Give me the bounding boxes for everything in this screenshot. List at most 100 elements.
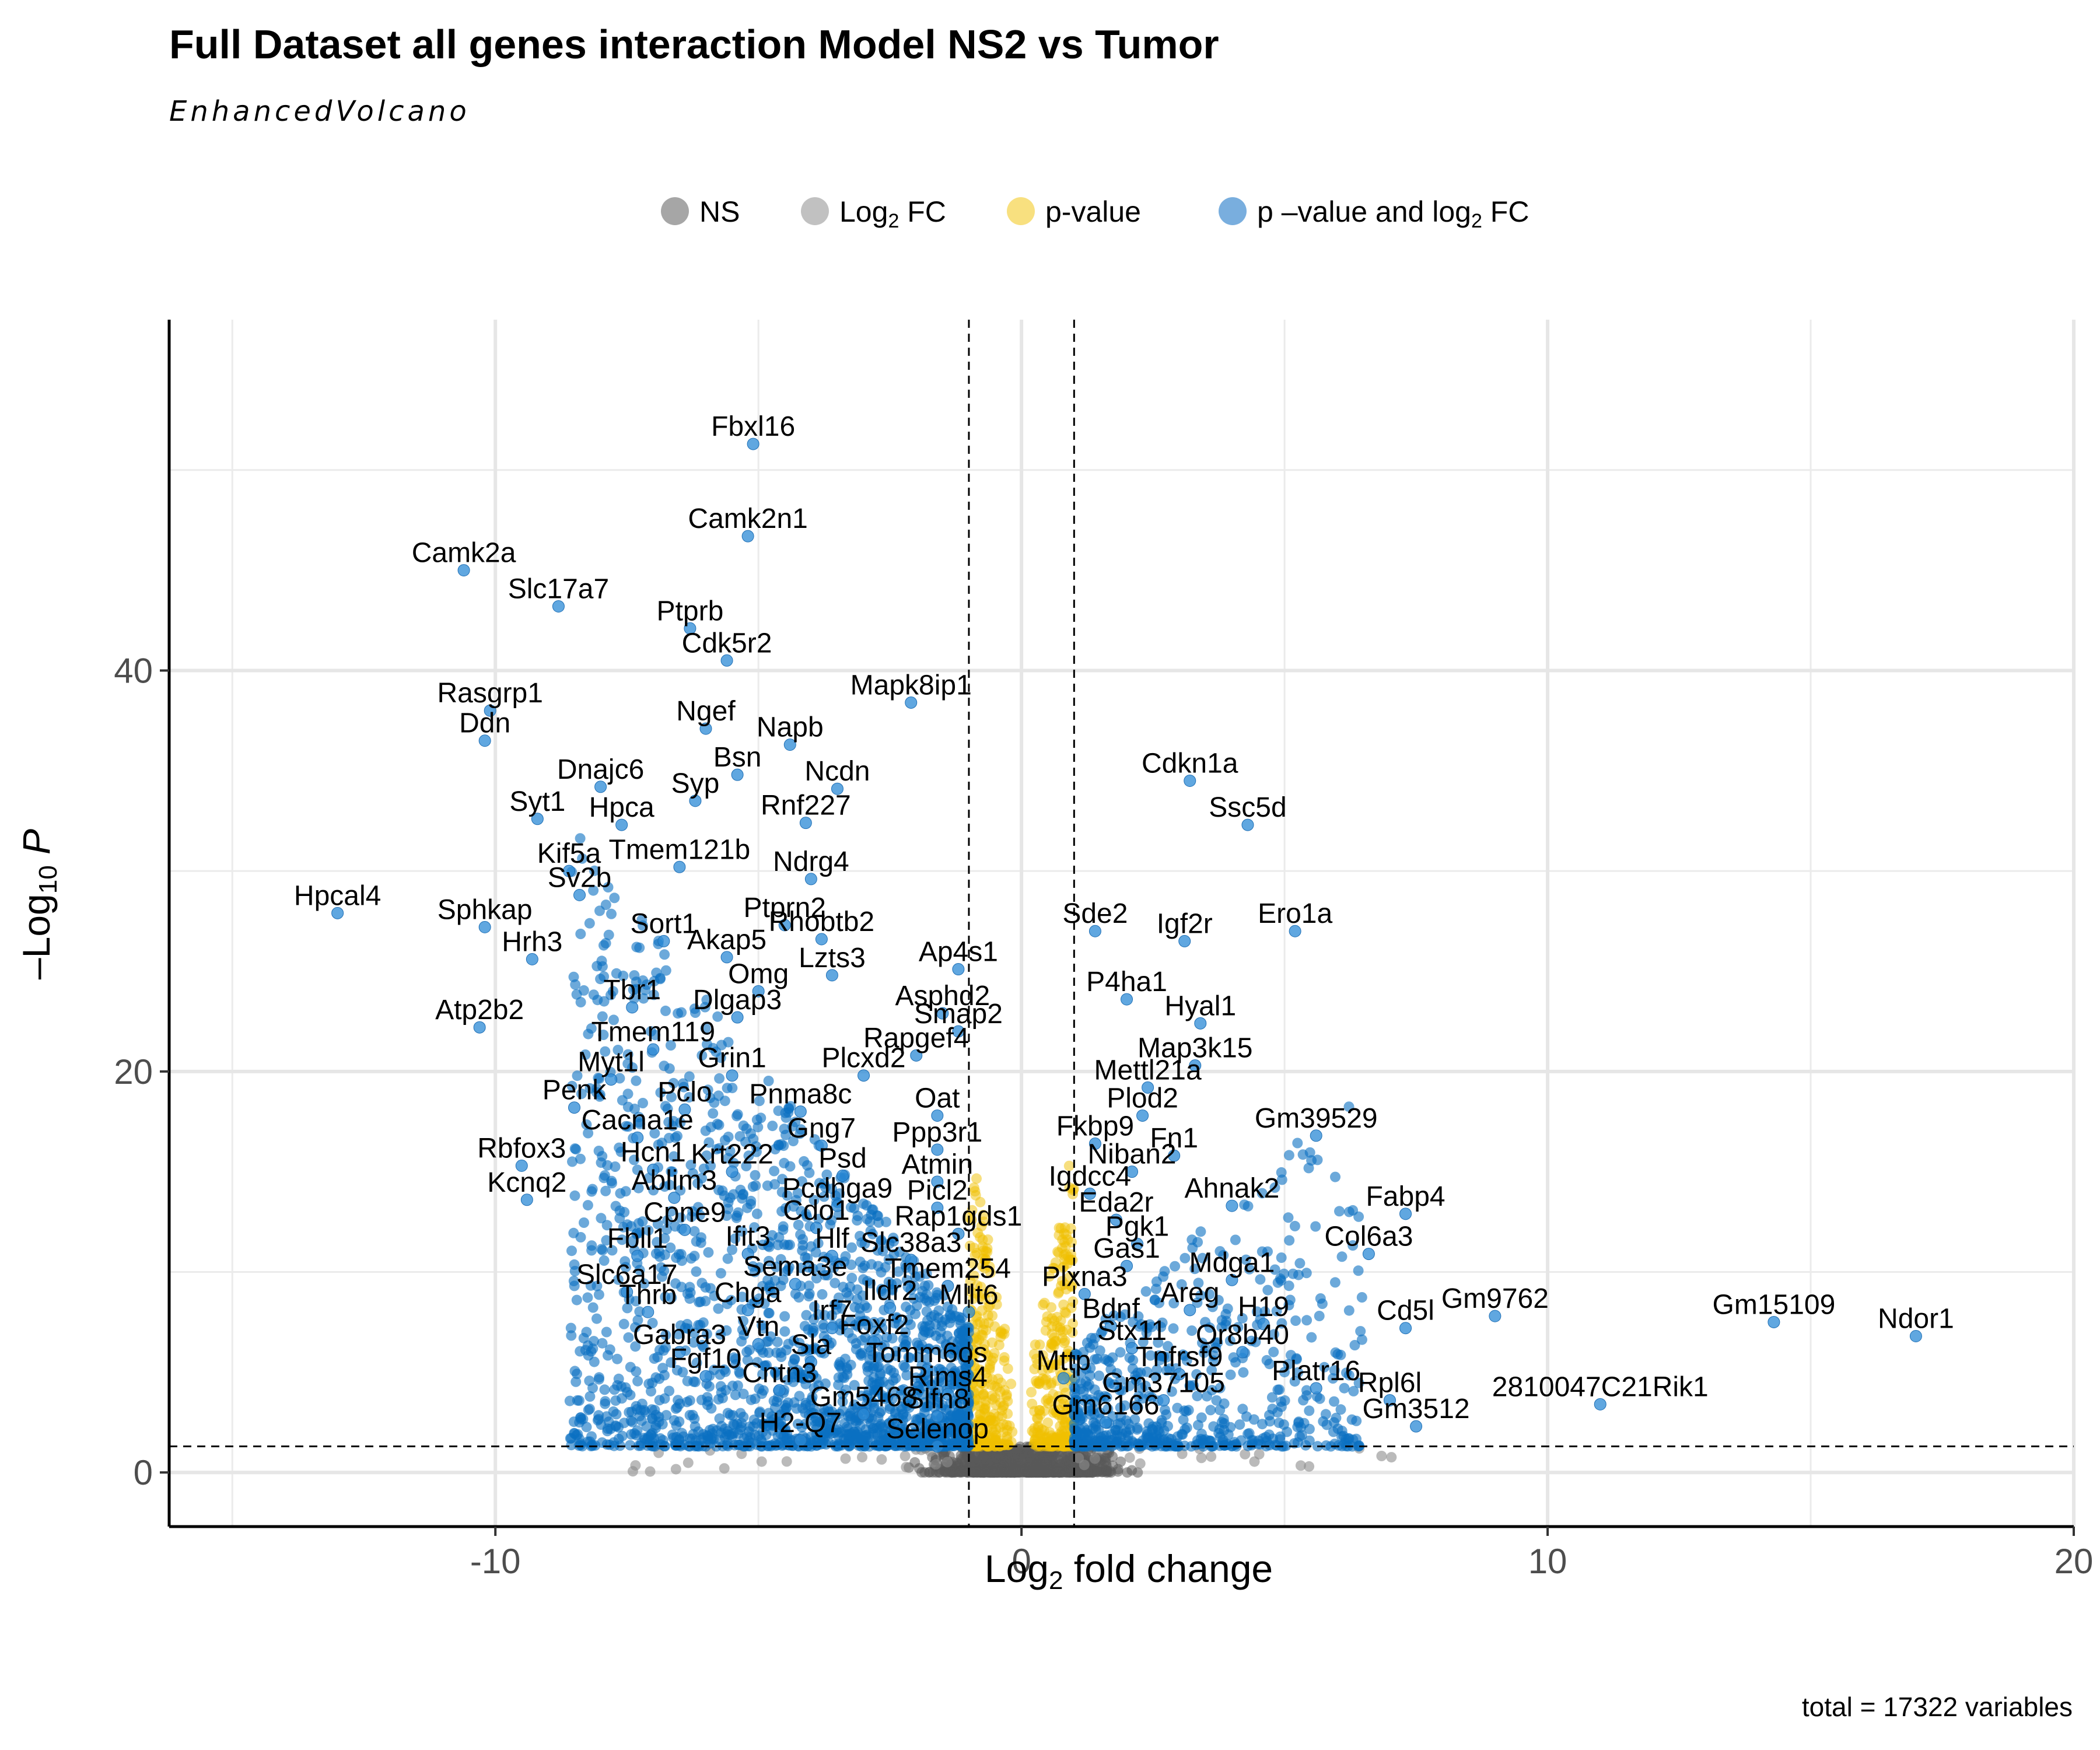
data-point [931,1410,944,1423]
gene-label: Sort1 [630,908,697,939]
data-point [531,813,544,825]
data-point [1088,925,1101,937]
gene-label: Rnf227 [761,790,851,821]
gene-label: Hyal1 [1164,991,1236,1021]
gene-label: Rasgrp1 [437,678,542,709]
data-point [699,722,712,735]
data-point [1289,925,1301,937]
data-point [478,921,491,933]
y-tick-label: 40 [114,651,153,690]
gene-label: Sla [791,1329,832,1360]
data-point [568,1101,580,1114]
x-tick-label: -10 [470,1542,521,1581]
data-point [1257,1318,1270,1331]
data-point [794,1105,807,1118]
gene-label: Vtn [737,1311,779,1342]
gene-label: Ap4s1 [919,937,998,968]
gene-label: Slfn8 [905,1384,969,1415]
data-point [1136,1109,1149,1122]
gene-label: Igdcc4 [1049,1161,1131,1192]
data-point [815,1139,828,1152]
gene-label: Cdk5r2 [682,628,772,659]
data-point [615,818,628,831]
gene-label: Fn1 [1150,1123,1198,1154]
data-point [473,1021,486,1034]
gene-label: Sema3e [743,1251,848,1282]
chart-caption: total = 17322 variables [1802,1692,2073,1722]
gene-label: Akap5 [687,925,766,956]
gene-label: Gabra3 [633,1320,726,1350]
data-point [673,860,686,873]
data-point [1310,1382,1322,1395]
data-point [910,1049,923,1062]
data-point [1121,1259,1133,1272]
gene-label: Ero1a [1258,898,1332,929]
legend-marker [1219,197,1247,225]
data-point [626,1001,639,1014]
x-tick-label: 0 [1012,1542,1031,1581]
data-point [1088,1138,1101,1150]
data-point [868,1336,881,1349]
gene-label: Camk2n1 [688,503,807,534]
data-point [858,1408,870,1421]
data-point [1126,1166,1139,1178]
gene-label: Stx11 [1097,1315,1167,1346]
gene-label: Atp2b2 [435,995,524,1026]
data-point [520,1194,533,1206]
gene-label: Fbxl16 [711,411,795,442]
data-point [752,1338,765,1350]
gene-label: Ahnak2 [1185,1173,1280,1204]
gene-label: Syp [671,768,720,799]
gene-label: Psd [818,1143,867,1174]
gene-label: Hpca [589,792,654,823]
data-point [684,622,696,635]
data-point [789,1278,802,1290]
data-point [621,1286,634,1298]
data-point [457,564,470,577]
data-point [747,438,760,450]
gene-label: Cpne9 [643,1197,726,1228]
gene-label: Gm3512 [1363,1394,1470,1424]
data-point [1226,1199,1238,1212]
data-point [1083,1187,1096,1200]
gene-label: Dlgap3 [693,985,782,1016]
legend-label: NS [699,195,740,228]
gene-label: H19 [1238,1292,1289,1322]
gene-label: Ssc5d [1209,792,1286,823]
gene-label: Ptprb [657,596,724,626]
gene-label: Slc17a7 [508,573,609,604]
legend-label: Log2 FC [839,195,946,232]
data-point [773,1384,786,1396]
gene-label: Hcn1 [621,1137,686,1168]
data-point [804,873,817,886]
gene-label: Fgf10 [670,1343,742,1374]
gene-label: Ptprn2 [744,892,826,923]
data-point [1126,1342,1139,1354]
data-point [657,935,670,947]
data-point [647,1043,660,1056]
gene-label: Plod2 [1107,1083,1178,1114]
gene-label: Thrb [619,1279,677,1310]
data-point [699,1370,712,1382]
chart-subtitle: EnhancedVolcano [169,95,470,128]
data-point [825,969,838,982]
gene-label: Gm39529 [1255,1103,1378,1134]
gene-label: Ifit3 [725,1222,770,1252]
gene-label: Smap2 [914,999,1003,1030]
gene-label: Col6a3 [1324,1222,1413,1252]
data-point [1241,818,1254,831]
gene-label: Myt1l [578,1047,645,1078]
gene-label: Mllt6 [939,1279,998,1310]
data-point [668,1191,681,1204]
data-point [921,1364,933,1377]
data-point [642,1306,654,1318]
gene-label: P4ha1 [1086,967,1167,998]
data-point [631,1131,644,1144]
data-point [752,985,765,998]
gene-label: Asphd2 [895,981,990,1012]
gene-label: Tbr1 [603,975,661,1006]
data-point [1909,1329,1922,1342]
data-point [1104,1320,1117,1332]
data-point [810,1222,822,1234]
x-tick-label: 20 [2054,1542,2094,1581]
